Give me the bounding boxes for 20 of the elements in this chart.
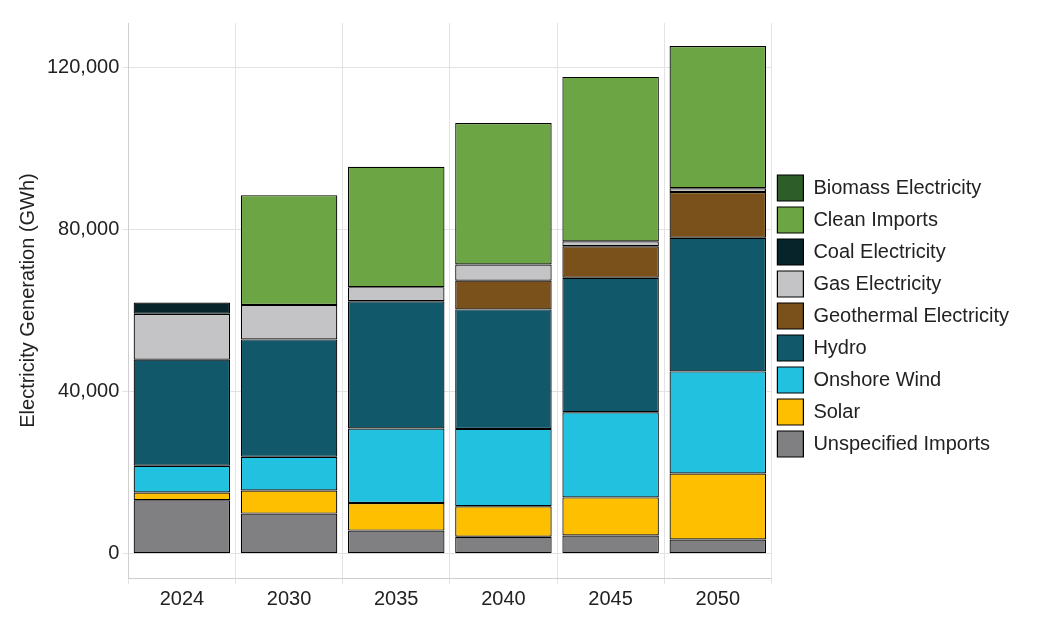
y-tick-label: 40,000 bbox=[58, 379, 120, 402]
legend-label: Unspecified Imports bbox=[813, 431, 991, 454]
legend-label: Coal Electricity bbox=[813, 239, 946, 262]
x-tick-label: 2030 bbox=[266, 586, 312, 609]
legend-label: Hydro bbox=[813, 335, 867, 358]
y-tick-label: 0 bbox=[108, 541, 120, 564]
legend-label: Solar bbox=[813, 399, 861, 422]
x-tick-label: 2035 bbox=[374, 586, 419, 609]
legend-label: Geothermal Electricity bbox=[813, 303, 1010, 326]
y-tick-label: 120,000 bbox=[47, 55, 120, 78]
legend-label: Onshore Wind bbox=[813, 367, 942, 390]
legend-label: Clean Imports bbox=[813, 207, 938, 230]
x-tick-label: 2045 bbox=[588, 586, 633, 609]
legend-label: Biomass Electricity bbox=[813, 175, 982, 198]
y-axis-title: Electricity Generation (GWh) bbox=[15, 173, 38, 428]
x-tick-label: 2050 bbox=[695, 586, 741, 609]
y-tick-label: 80,000 bbox=[58, 217, 120, 240]
x-tick-label: 2040 bbox=[481, 586, 526, 609]
legend-label: Gas Electricity bbox=[813, 271, 942, 294]
x-tick-label: 2024 bbox=[159, 586, 205, 609]
